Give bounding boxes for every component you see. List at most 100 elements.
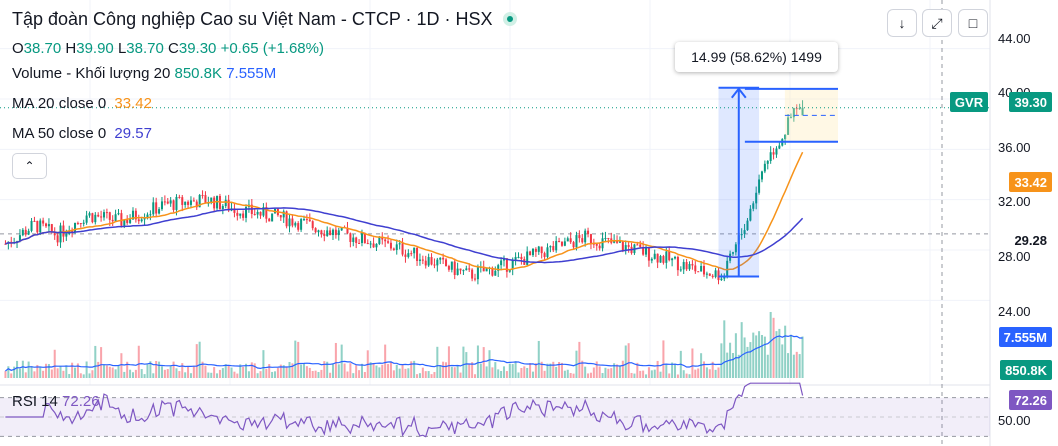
volume-bar bbox=[256, 373, 259, 378]
candle-body bbox=[155, 202, 158, 214]
candle-body bbox=[91, 213, 94, 223]
volume-bar bbox=[363, 371, 366, 378]
price-tick: 44.00 bbox=[998, 31, 1031, 46]
volume-bar bbox=[320, 369, 323, 378]
volume-bar bbox=[636, 362, 639, 378]
candle-body bbox=[201, 195, 204, 197]
volume-bar bbox=[158, 361, 161, 378]
maximize-button[interactable]: ⤢ bbox=[922, 9, 952, 37]
volume-bar bbox=[416, 374, 419, 378]
candle-body bbox=[702, 266, 706, 275]
volume-bar bbox=[787, 353, 790, 378]
volume-legend[interactable]: Volume - Khối lượng 20 850.8K 7.555M bbox=[12, 65, 276, 82]
volume-bar bbox=[540, 361, 543, 378]
volume-bar bbox=[662, 340, 665, 378]
volume-bar bbox=[485, 366, 488, 378]
volume-ma-badge: 7.555M bbox=[998, 327, 1052, 347]
candle-body bbox=[120, 213, 123, 226]
volume-bar bbox=[245, 363, 248, 378]
open-label: O bbox=[12, 40, 24, 57]
candle-body bbox=[589, 234, 592, 244]
volume-bar bbox=[355, 365, 358, 378]
volume-bar bbox=[375, 365, 378, 378]
ma20-badge: 33.42 bbox=[1009, 172, 1052, 192]
candle-body bbox=[618, 241, 621, 243]
fullscreen-button[interactable]: □ bbox=[958, 9, 988, 37]
volume-bar bbox=[569, 372, 572, 378]
volume-bar bbox=[181, 363, 184, 378]
volume-bar bbox=[685, 373, 688, 378]
volume-bar bbox=[682, 370, 685, 378]
volume-bar bbox=[311, 370, 314, 378]
symbol-title: Tập đoàn Công nghiệp Cao su Việt Nam - C… bbox=[12, 9, 493, 29]
candle-body bbox=[123, 219, 126, 226]
volume-bar bbox=[294, 340, 297, 378]
volume-bar bbox=[68, 373, 71, 378]
volume-bar bbox=[262, 350, 265, 378]
measure-tooltip: 14.99 (58.62%) 1499 bbox=[675, 42, 838, 72]
candle-body bbox=[604, 238, 607, 240]
volume-bar bbox=[482, 347, 485, 378]
candle-body bbox=[731, 252, 734, 254]
volume-ma-value: 7.555M bbox=[226, 65, 277, 82]
volume-bar bbox=[82, 374, 85, 378]
candle-body bbox=[210, 197, 213, 203]
volume-bar bbox=[100, 347, 103, 378]
volume-bar bbox=[111, 367, 114, 378]
volume-bar bbox=[216, 373, 219, 378]
volume-bar bbox=[430, 374, 433, 378]
candle-body bbox=[531, 248, 534, 256]
volume-bar bbox=[439, 365, 442, 378]
high-value: 39.90 bbox=[76, 40, 114, 57]
candle-body bbox=[587, 230, 590, 235]
volume-bar bbox=[726, 352, 729, 378]
volume-bar bbox=[421, 367, 424, 378]
ma50-legend[interactable]: MA 50 close 0 29.57 bbox=[12, 125, 152, 142]
candle-body bbox=[404, 254, 407, 257]
volume-bar bbox=[91, 370, 94, 378]
candle-body bbox=[233, 208, 236, 213]
ma20-legend[interactable]: MA 20 close 0 33.42 bbox=[12, 95, 152, 112]
volume-bar bbox=[204, 365, 207, 378]
candle-body bbox=[189, 200, 192, 205]
volume-bar bbox=[653, 369, 656, 378]
volume-bar bbox=[143, 374, 146, 378]
volume-bar bbox=[555, 366, 558, 378]
candle-body bbox=[65, 234, 68, 237]
candle-body bbox=[271, 213, 274, 222]
collapse-legend-button[interactable]: ⌃ bbox=[12, 153, 47, 179]
volume-bar bbox=[39, 367, 42, 378]
candle-body bbox=[4, 243, 7, 245]
volume-ma-line bbox=[5, 334, 803, 372]
volume-bar bbox=[584, 366, 587, 378]
volume-bar bbox=[398, 368, 401, 378]
volume-bar bbox=[523, 366, 526, 378]
candle-body bbox=[285, 211, 288, 227]
volume-bar bbox=[433, 372, 436, 378]
volume-bar bbox=[616, 364, 619, 378]
candle-body bbox=[323, 233, 326, 236]
candle-body bbox=[772, 152, 775, 155]
volume-bar bbox=[714, 369, 717, 378]
close-label: C bbox=[168, 40, 179, 57]
volume-bar bbox=[598, 366, 601, 378]
candle-body bbox=[378, 237, 381, 244]
volume-bar bbox=[24, 372, 27, 378]
candle-body bbox=[543, 253, 546, 257]
rsi-legend[interactable]: RSI 14 72.26 bbox=[12, 393, 100, 410]
candle-body bbox=[462, 270, 465, 272]
volume-bar bbox=[308, 367, 311, 378]
volume-bar bbox=[123, 371, 126, 378]
volume-bar bbox=[459, 372, 462, 378]
candle-body bbox=[337, 230, 340, 236]
download-button[interactable]: ↓ bbox=[887, 9, 917, 37]
volume-bar bbox=[488, 350, 491, 378]
volume-bar bbox=[42, 370, 45, 378]
volume-bar bbox=[13, 366, 16, 378]
volume-bar bbox=[798, 354, 801, 378]
candle-body bbox=[265, 207, 268, 219]
candle-body bbox=[592, 243, 595, 245]
candle-body bbox=[204, 195, 207, 203]
volume-bar bbox=[346, 371, 349, 378]
